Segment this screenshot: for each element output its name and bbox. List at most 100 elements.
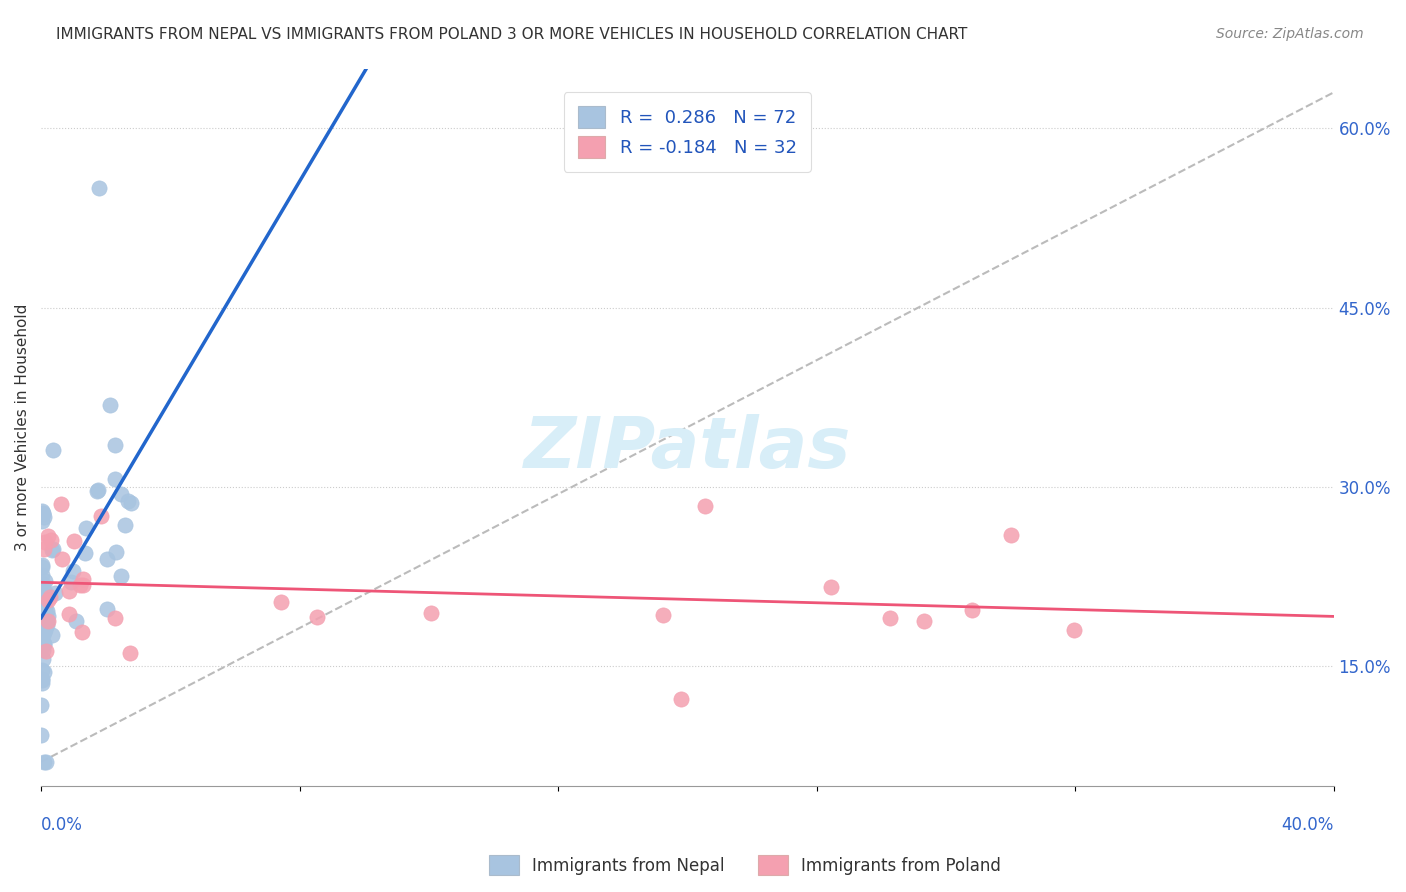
Point [60, 574, 83, 589]
Point [90, 508, 112, 523]
Point [35, 755, 58, 769]
Legend: Immigrants from Nepal, Immigrants from Poland: Immigrants from Nepal, Immigrants from P… [482, 848, 1008, 882]
Point [72, 625, 94, 640]
Point [31, 614, 53, 628]
Point [118, 646, 141, 660]
Point [37, 592, 59, 607]
Point [31, 663, 53, 677]
Point [31, 603, 53, 617]
Point [35, 615, 58, 629]
Point [34, 637, 56, 651]
Point [62, 564, 84, 578]
Point [820, 581, 842, 595]
Point [104, 437, 127, 451]
Point [87, 181, 110, 195]
Point [34, 586, 56, 600]
Point [87, 483, 110, 497]
Point [96, 552, 118, 566]
Point [120, 496, 142, 510]
Point [34, 601, 56, 615]
Point [34, 624, 56, 638]
Point [651, 607, 673, 622]
Point [31, 640, 53, 654]
Point [1000, 527, 1022, 541]
Point [105, 544, 128, 558]
Point [31, 672, 53, 686]
Text: Source: ZipAtlas.com: Source: ZipAtlas.com [1216, 27, 1364, 41]
Point [34, 607, 56, 622]
Point [32, 596, 55, 610]
Point [58, 607, 80, 621]
Point [35, 644, 58, 658]
Point [1063, 624, 1085, 638]
Point [98, 398, 121, 412]
Point [31, 673, 53, 687]
Point [31, 560, 53, 574]
Point [31, 558, 53, 572]
Point [32, 541, 55, 556]
Point [38, 590, 60, 604]
Point [879, 610, 901, 624]
Text: IMMIGRANTS FROM NEPAL VS IMMIGRANTS FROM POLAND 3 OR MORE VEHICLES IN HOUSEHOLD : IMMIGRANTS FROM NEPAL VS IMMIGRANTS FROM… [56, 27, 967, 42]
Point [34, 586, 56, 600]
Text: ZIPatlas: ZIPatlas [523, 414, 851, 483]
Point [41, 628, 63, 642]
Point [37, 609, 59, 624]
Point [30, 728, 52, 742]
Point [39, 533, 62, 547]
Point [37, 604, 59, 618]
Point [31, 617, 53, 632]
Point [31, 608, 53, 623]
Point [34, 665, 56, 679]
Point [31, 503, 53, 517]
Point [31, 599, 53, 613]
Point [44, 585, 66, 599]
Point [37, 614, 59, 628]
Point [31, 675, 53, 690]
Point [31, 507, 53, 521]
Point [419, 606, 441, 620]
Point [42, 541, 65, 556]
Point [31, 568, 53, 582]
Legend: R =  0.286   N = 72, R = -0.184   N = 32: R = 0.286 N = 72, R = -0.184 N = 32 [564, 92, 811, 172]
Point [117, 493, 139, 508]
Point [32, 509, 55, 524]
Point [75, 546, 97, 560]
Point [41, 543, 63, 558]
Point [31, 576, 53, 591]
Point [104, 472, 127, 486]
Point [104, 611, 127, 625]
Point [114, 517, 136, 532]
Point [110, 487, 132, 501]
Point [960, 603, 983, 617]
Point [31, 582, 53, 597]
Point [31, 643, 53, 657]
Point [34, 574, 56, 588]
Point [671, 692, 693, 706]
Point [32, 755, 55, 769]
Y-axis label: 3 or more Vehicles in Household: 3 or more Vehicles in Household [15, 303, 30, 551]
Point [693, 499, 716, 513]
Point [58, 584, 80, 599]
Point [62, 534, 84, 549]
Point [51, 496, 73, 510]
Point [31, 599, 53, 613]
Point [34, 588, 56, 602]
Point [305, 609, 328, 624]
Point [65, 614, 87, 628]
Point [31, 514, 53, 528]
Point [32, 593, 55, 607]
Point [72, 578, 94, 592]
Point [37, 618, 59, 632]
Point [32, 624, 55, 639]
Point [32, 506, 55, 520]
Point [31, 652, 53, 666]
Point [34, 535, 56, 549]
Point [31, 595, 53, 609]
Point [72, 572, 94, 586]
Point [31, 622, 53, 636]
Text: 40.0%: 40.0% [1281, 815, 1334, 834]
Point [270, 595, 292, 609]
Point [32, 637, 55, 651]
Point [110, 569, 132, 583]
